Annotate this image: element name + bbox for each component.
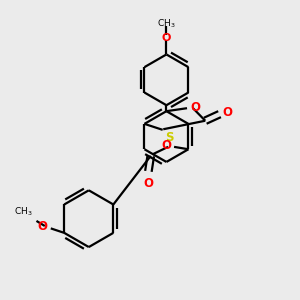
Text: CH$_3$: CH$_3$ (14, 206, 33, 218)
Text: O: O (143, 177, 153, 190)
Text: S: S (165, 131, 173, 144)
Text: O: O (190, 101, 200, 114)
Text: O: O (162, 33, 171, 43)
Text: O: O (161, 140, 171, 152)
Text: CH$_3$: CH$_3$ (157, 17, 176, 30)
Text: O: O (222, 106, 232, 119)
Text: O: O (38, 220, 48, 233)
